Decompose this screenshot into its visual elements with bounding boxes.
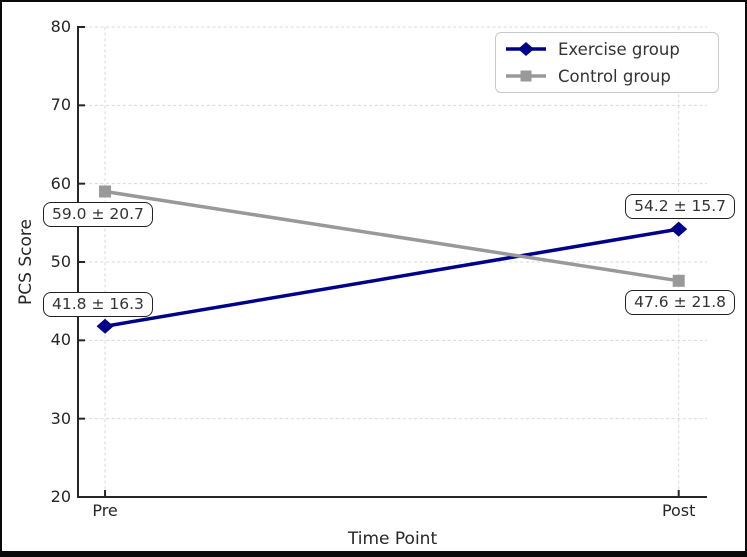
annotation-control-post: 47.6 ± 21.8 bbox=[625, 290, 735, 315]
annotation-exercise-post: 54.2 ± 15.7 bbox=[625, 194, 735, 219]
legend-label-exercise-group: Exercise group bbox=[558, 39, 680, 59]
y-tick-label: 80 bbox=[50, 17, 71, 36]
y-tick-label: 50 bbox=[50, 252, 71, 271]
control-group-line-marker-icon bbox=[504, 68, 548, 84]
y-axis-title: PCS Score bbox=[16, 219, 36, 305]
legend-item-control-group: Control group bbox=[504, 63, 710, 89]
x-axis-title: Time Point bbox=[347, 529, 438, 549]
legend: Exercise group Control group bbox=[495, 32, 719, 93]
y-tick-label: 40 bbox=[50, 330, 71, 350]
annotation-exercise-pre: 41.8 ± 16.3 bbox=[43, 292, 153, 317]
y-tick-label: 20 bbox=[50, 487, 71, 506]
y-tick-label: 30 bbox=[50, 408, 71, 428]
y-tick-label: 70 bbox=[50, 95, 71, 115]
legend-label-control-group: Control group bbox=[558, 66, 671, 86]
x-tick-label: Post bbox=[661, 501, 696, 520]
legend-item-exercise-group: Exercise group bbox=[504, 36, 710, 62]
annotation-control-pre: 59.0 ± 20.7 bbox=[43, 202, 153, 227]
y-tick-label: 60 bbox=[50, 173, 71, 193]
exercise-group-line-marker-icon bbox=[504, 41, 548, 57]
x-tick-label: Pre bbox=[92, 501, 118, 520]
